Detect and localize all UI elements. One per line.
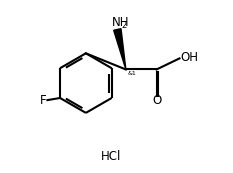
Text: O: O: [153, 94, 162, 107]
Text: 2: 2: [121, 21, 126, 30]
Text: F: F: [40, 94, 47, 107]
Text: HCl: HCl: [101, 150, 122, 163]
Text: NH: NH: [112, 16, 130, 29]
Polygon shape: [114, 29, 126, 70]
Text: OH: OH: [180, 51, 198, 64]
Text: &1: &1: [128, 71, 137, 76]
